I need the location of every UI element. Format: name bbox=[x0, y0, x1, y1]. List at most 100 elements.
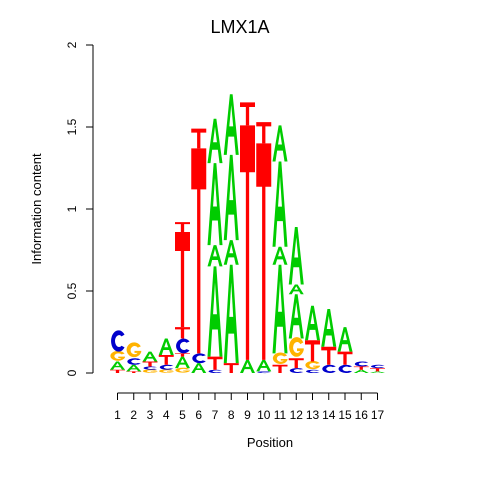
x-tick-label: 4 bbox=[163, 408, 170, 422]
x-tick-label: 15 bbox=[338, 408, 352, 422]
letter-stacks bbox=[110, 94, 385, 373]
letter-A bbox=[289, 294, 304, 338]
y-tick-label: 2 bbox=[65, 41, 79, 48]
letter-stack-position-1 bbox=[110, 330, 125, 373]
x-tick-label: 10 bbox=[257, 408, 271, 422]
letter-C bbox=[160, 365, 174, 370]
letter-T bbox=[305, 340, 320, 361]
letter-A bbox=[175, 357, 190, 368]
x-tick-label: 14 bbox=[322, 408, 336, 422]
y-axis-label: Information content bbox=[29, 153, 44, 265]
letter-G bbox=[110, 351, 125, 361]
letter-T bbox=[208, 357, 223, 370]
letter-A bbox=[321, 309, 336, 347]
letter-T bbox=[143, 362, 158, 367]
letter-A bbox=[110, 362, 125, 370]
letter-G bbox=[273, 352, 288, 363]
letter-G bbox=[289, 337, 304, 357]
letter-stack-position-6 bbox=[191, 129, 206, 373]
letter-A bbox=[224, 94, 239, 155]
letter-C bbox=[322, 365, 336, 373]
letter-A bbox=[338, 327, 353, 352]
letter-A bbox=[289, 227, 304, 284]
letter-A bbox=[273, 125, 288, 161]
letter-G bbox=[305, 361, 320, 369]
letter-A bbox=[273, 247, 288, 265]
letter-A bbox=[224, 240, 239, 265]
letter-stack-position-3 bbox=[143, 352, 158, 373]
x-tick-label: 1 bbox=[114, 408, 121, 422]
letter-C bbox=[111, 330, 125, 351]
letter-C bbox=[192, 353, 206, 363]
y-tick-label: 1.5 bbox=[65, 118, 79, 135]
letter-C bbox=[290, 368, 304, 373]
letter-T bbox=[191, 148, 206, 353]
letter-T bbox=[256, 122, 271, 143]
x-tick-label: 16 bbox=[355, 408, 369, 422]
letter-T bbox=[175, 232, 190, 327]
x-tick-label: 8 bbox=[228, 408, 235, 422]
letter-stack-position-11 bbox=[273, 125, 288, 373]
letter-C bbox=[339, 365, 353, 373]
letter-A bbox=[208, 266, 223, 356]
x-tick-label: 5 bbox=[179, 408, 186, 422]
letter-T bbox=[175, 353, 190, 356]
letter-A bbox=[208, 245, 223, 266]
letter-A bbox=[208, 119, 223, 163]
letter-G bbox=[175, 368, 190, 373]
letter-stack-position-5 bbox=[175, 222, 190, 373]
letter-G bbox=[127, 342, 142, 357]
letter-A bbox=[208, 163, 223, 245]
letter-stack-position-17 bbox=[370, 365, 385, 373]
letter-T bbox=[175, 222, 190, 232]
letter-T bbox=[159, 355, 174, 365]
letter-A bbox=[273, 265, 288, 354]
x-axis: 1 2 3 4 5 6 7 8 9 10 11 12 13 14 15 16 17 bbox=[114, 393, 384, 422]
y-tick-label: 0.5 bbox=[65, 282, 79, 299]
letter-A bbox=[191, 363, 206, 373]
x-axis-label: Position bbox=[247, 435, 293, 450]
letter-C bbox=[306, 370, 320, 373]
letter-G bbox=[159, 369, 174, 372]
y-tick-label: 0 bbox=[65, 369, 79, 376]
letter-stack-position-10 bbox=[256, 122, 271, 373]
letter-A bbox=[224, 265, 239, 363]
letter-T bbox=[321, 347, 336, 365]
letter-stack-position-2 bbox=[126, 342, 141, 373]
letter-stack-position-8 bbox=[224, 94, 239, 373]
letter-C bbox=[144, 366, 158, 369]
x-tick-label: 6 bbox=[195, 408, 202, 422]
letter-T bbox=[338, 352, 353, 365]
letter-A bbox=[240, 360, 255, 373]
letter-A bbox=[273, 161, 288, 246]
letter-stack-position-15 bbox=[338, 327, 353, 373]
letter-T bbox=[370, 368, 385, 371]
letter-C bbox=[127, 358, 141, 365]
x-tick-label: 3 bbox=[147, 408, 154, 422]
x-tick-label: 2 bbox=[130, 408, 137, 422]
letter-A bbox=[159, 339, 174, 355]
letter-A bbox=[305, 306, 320, 340]
x-tick-label: 9 bbox=[244, 408, 251, 422]
letter-T bbox=[191, 129, 206, 149]
y-axis: 0 0.5 1 1.5 2 bbox=[65, 41, 93, 376]
letter-T bbox=[240, 125, 255, 360]
letter-stack-position-4 bbox=[159, 339, 174, 373]
letter-A bbox=[224, 155, 239, 240]
letter-stack-position-7 bbox=[208, 119, 223, 373]
letter-stack-position-12 bbox=[289, 227, 304, 373]
letter-T bbox=[110, 370, 125, 373]
letter-T bbox=[354, 366, 369, 369]
letter-A bbox=[126, 365, 141, 372]
letter-stack-position-9 bbox=[240, 102, 255, 373]
letter-T bbox=[224, 363, 239, 373]
letter-A bbox=[289, 284, 304, 294]
x-tick-label: 12 bbox=[290, 408, 304, 422]
letter-stack-position-13 bbox=[305, 306, 320, 373]
letter-A bbox=[370, 371, 385, 373]
letter-T bbox=[273, 365, 288, 373]
x-tick-label: 7 bbox=[212, 408, 219, 422]
x-tick-label: 11 bbox=[274, 408, 287, 422]
x-tick-label: 13 bbox=[306, 408, 320, 422]
